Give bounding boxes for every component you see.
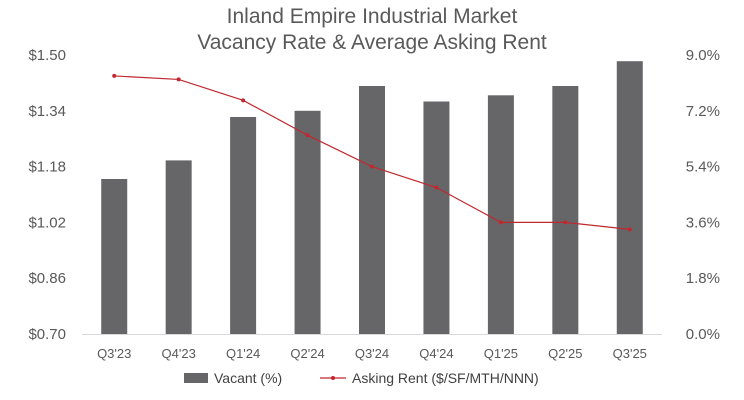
vacancy-bar-1	[101, 179, 128, 334]
left-axis-tick-label: $1.50	[28, 47, 66, 64]
vacancy-bar-4	[294, 110, 321, 334]
legend: Vacant (%) Asking Rent ($/SF/MTH/NNN)	[184, 370, 539, 386]
right-axis-tick-label: 5.4%	[686, 159, 720, 176]
legend-swatch-vacant	[184, 373, 208, 383]
vacancy-bar-3	[230, 117, 257, 334]
x-axis-tick-label: Q3'25	[613, 346, 647, 361]
vacancy-bar-7	[487, 95, 514, 334]
asking-rent-point-7	[498, 220, 503, 225]
asking-rent-point-1	[112, 73, 117, 78]
right-axis-ticks: 9.0% 7.2% 5.4% 3.6% 1.8% 0.0%	[686, 47, 720, 343]
right-axis-tick-label: 7.2%	[686, 103, 720, 120]
x-axis-tick-label: Q1'25	[484, 346, 518, 361]
right-axis-tick-label: 1.8%	[686, 270, 720, 287]
vacancy-bar-5	[359, 86, 385, 334]
asking-rent-point-4	[305, 133, 310, 138]
vacancy-bar-9	[616, 61, 643, 334]
asking-rent-point-5	[370, 164, 374, 169]
left-axis-tick-label: $0.70	[28, 326, 66, 343]
vacancy-bar-8	[552, 86, 579, 334]
x-axis-tick-label: Q2'25	[548, 346, 582, 361]
x-axis-tick-label: Q3'23	[97, 346, 131, 361]
left-axis-tick-label: $0.86	[28, 270, 66, 287]
right-axis-tick-label: 3.6%	[686, 214, 720, 231]
x-axis-tick-label: Q4'24	[419, 346, 453, 361]
x-axis-tick-label: Q2'24	[290, 346, 324, 361]
legend-swatch-asking-rent-marker	[331, 376, 335, 380]
x-axis-tick-label: Q3'24	[355, 346, 389, 361]
x-axis-tick-label: Q4'23	[162, 346, 196, 361]
chart-title-line-2: Vacancy Rate & Average Asking Rent	[197, 31, 547, 54]
x-axis-ticks: Q3'23 Q4'23 Q1'24 Q2'24 Q3'24 Q4'24 Q1'25 Q2'25…	[82, 334, 662, 361]
asking-rent-point-3	[241, 98, 246, 103]
x-axis-tick-label: Q1'24	[226, 346, 260, 361]
chart-title: Inland Empire Industrial Market Vacancy …	[0, 4, 744, 56]
legend-label-vacant: Vacant (%)	[214, 370, 282, 386]
vacancy-bar-6	[423, 101, 450, 334]
left-axis-tick-label: $1.18	[28, 159, 66, 176]
right-axis-tick-label: 9.0%	[686, 47, 720, 64]
asking-rent-point-2	[176, 77, 181, 82]
left-axis-tick-label: $1.02	[28, 214, 66, 231]
asking-rent-point-9	[627, 227, 632, 232]
vacancy-bars	[101, 61, 643, 334]
legend-label-asking-rent: Asking Rent ($/SF/MTH/NNN)	[352, 370, 539, 386]
chart-title-line-1: Inland Empire Industrial Market	[226, 5, 518, 28]
asking-rent-line	[112, 73, 632, 232]
asking-rent-point-8	[563, 220, 568, 225]
asking-rent-point-6	[434, 185, 439, 190]
left-axis-tick-label: $1.34	[28, 103, 66, 120]
left-axis-ticks: $1.50 $1.34 $1.18 $1.02 $0.86 $0.70	[28, 47, 66, 343]
vacancy-bar-2	[165, 160, 192, 334]
right-axis-tick-label: 0.0%	[686, 326, 720, 343]
